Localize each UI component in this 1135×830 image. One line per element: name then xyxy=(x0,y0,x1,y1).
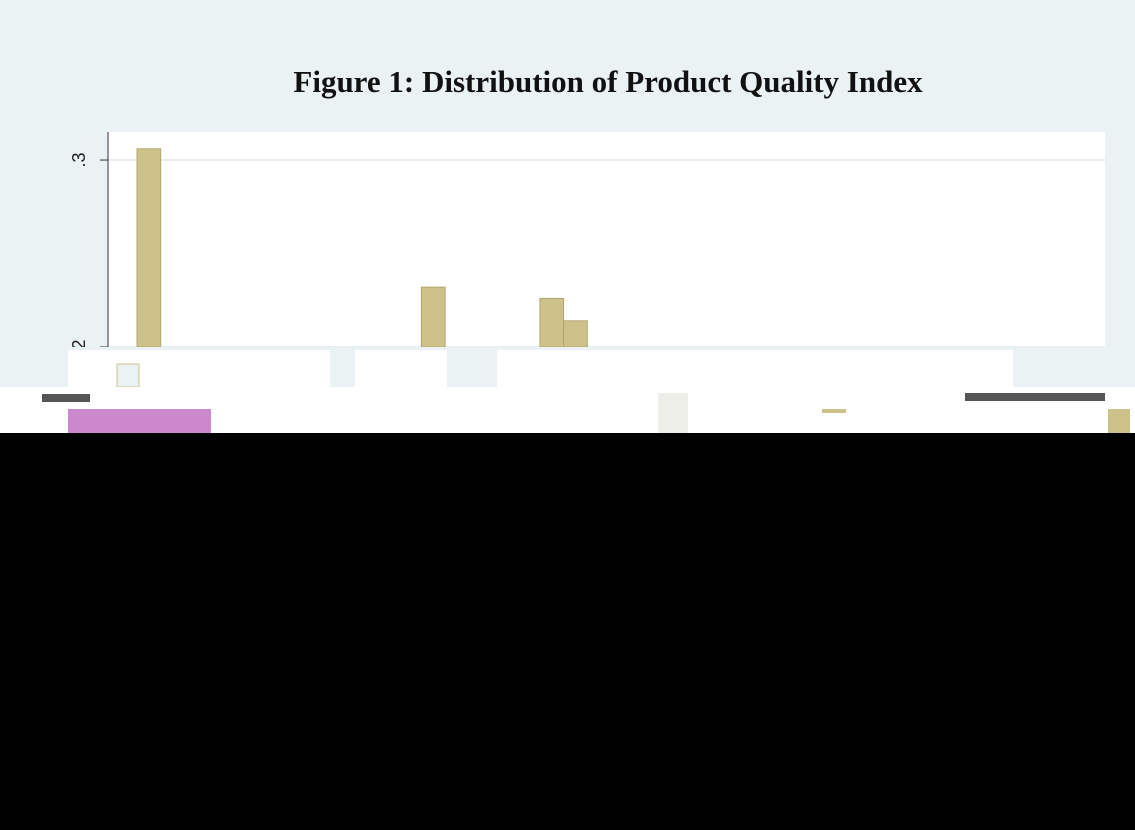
glitch-block xyxy=(42,394,90,402)
glitch-block xyxy=(116,363,140,388)
bar xyxy=(539,297,565,348)
glitch-block xyxy=(68,409,211,433)
glitch-block xyxy=(355,350,447,387)
y-tick-label: .3 xyxy=(69,153,89,168)
glitch-block xyxy=(1108,409,1130,433)
chart-title: Figure 1: Distribution of Product Qualit… xyxy=(293,64,923,99)
glitch-block xyxy=(658,393,688,433)
plot-area xyxy=(108,132,1105,347)
glitch-block xyxy=(68,350,330,387)
glitch-block xyxy=(497,350,1013,387)
bar xyxy=(563,320,588,348)
glitch-block xyxy=(822,409,846,413)
bar xyxy=(420,286,446,348)
glitch-block xyxy=(965,393,1105,401)
bar xyxy=(136,148,162,348)
glitch-band xyxy=(0,347,1135,433)
